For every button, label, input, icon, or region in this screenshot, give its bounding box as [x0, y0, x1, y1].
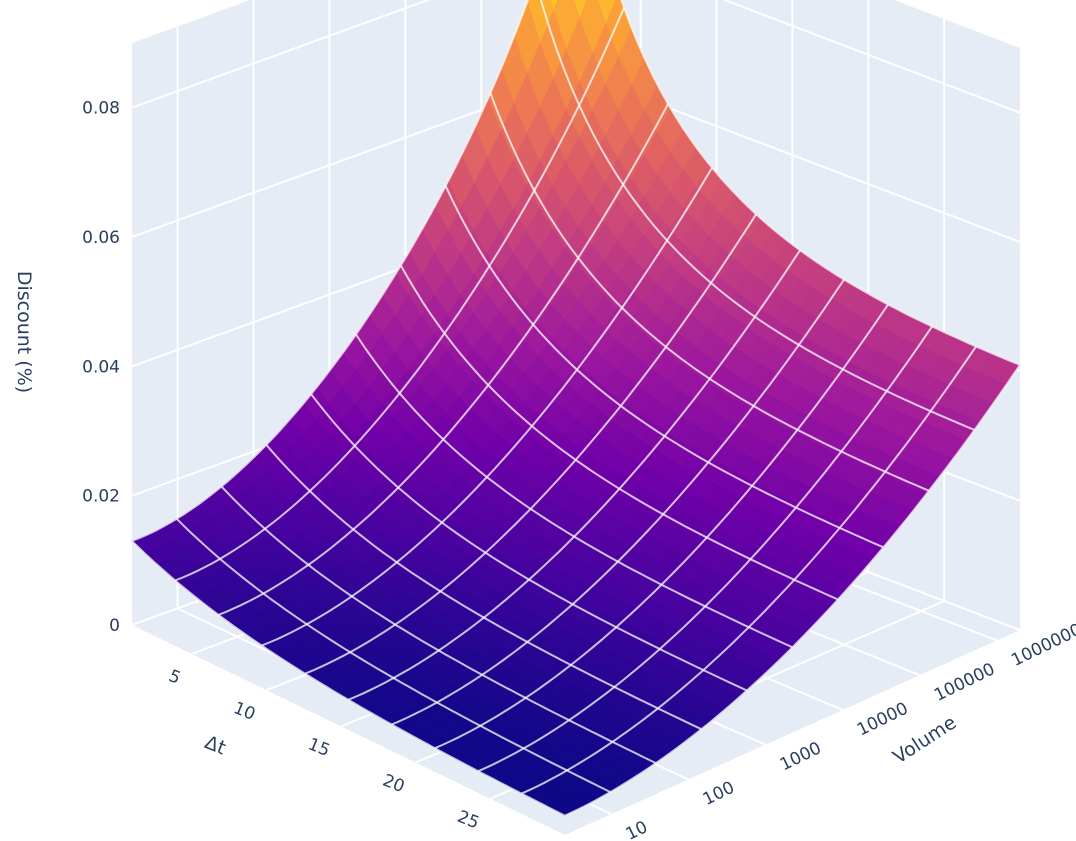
- x-tick-label: 15: [305, 734, 333, 761]
- z-gridline-left: [131, 0, 431, 109]
- surface-mesh: [131, 0, 1021, 817]
- z-axis-title: Discount (%): [13, 271, 35, 393]
- z-tick-label: 0.04: [82, 357, 120, 377]
- surface-cell: [550, 0, 558, 12]
- y-tick-label: 100: [700, 778, 738, 810]
- x-tick-label: 25: [454, 807, 482, 834]
- z-tick-label: 0.02: [82, 487, 120, 507]
- contour-line-volume: [355, 333, 793, 649]
- contour-line-volume: [265, 444, 702, 731]
- contour-line-volume: [399, 264, 839, 601]
- x-tick-label: 5: [166, 666, 184, 689]
- contour-line-volume: [620, 0, 1021, 366]
- contour-line-volume: [220, 485, 657, 765]
- x-tick-label: 20: [380, 771, 408, 798]
- y-tick-label: 10000: [854, 699, 911, 741]
- z-gridline-right: [722, 0, 1021, 114]
- contour-line-volume: [175, 518, 611, 793]
- z-tick-label: 0: [109, 616, 120, 636]
- contour-line-volume: [444, 185, 884, 549]
- contour-line-volume: [539, 0, 975, 431]
- contour-line-volume: [131, 540, 566, 817]
- contour-line-volume: [489, 92, 930, 492]
- contour-line-volume: [310, 393, 748, 692]
- x-axis-title: Δt: [202, 731, 229, 759]
- z-tick-label: 0.08: [82, 99, 120, 119]
- y-tick-label: 1000: [777, 738, 825, 775]
- surface-contour-lines: [131, 0, 1021, 817]
- y-tick-label: 100000: [931, 659, 998, 705]
- z-tick-label: 0.06: [82, 228, 120, 248]
- y-tick-label: 10: [623, 817, 651, 841]
- x-tick-label: 10: [230, 698, 258, 725]
